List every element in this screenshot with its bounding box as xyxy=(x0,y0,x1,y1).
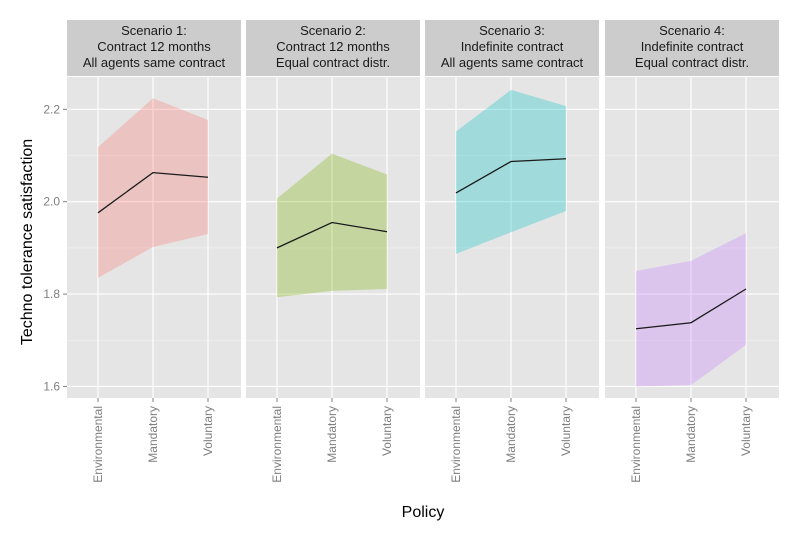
strip-label-line: Contract 12 months xyxy=(276,39,390,54)
x-tick-label: Voluntary xyxy=(559,406,573,456)
mean-line xyxy=(97,171,209,214)
y-tick-label: 1.8 xyxy=(43,287,60,301)
x-tick-label: Mandatory xyxy=(504,406,518,463)
strip-label-line: Indefinite contract xyxy=(461,39,564,54)
mean-line xyxy=(455,158,567,194)
strip-label-line: Scenario 2: xyxy=(300,23,366,38)
mean-line xyxy=(276,221,388,249)
strip-label-line: Equal contract distr. xyxy=(635,55,749,70)
strip-background xyxy=(67,20,241,76)
mean-line xyxy=(635,288,747,330)
y-tick-label: 2.0 xyxy=(43,195,60,209)
confidence-ribbon xyxy=(98,98,208,278)
x-axis-ticks: Environmental Mandatory Voluntary Environme… xyxy=(91,398,753,483)
panel-background xyxy=(605,77,779,398)
x-tick-label: Environmental xyxy=(91,406,105,483)
y-axis-title: Techno tolerance satisfaction xyxy=(19,139,36,345)
panel-background xyxy=(425,77,599,398)
y-tick-label: 1.6 xyxy=(43,379,60,393)
strip-label-line: All agents same contract xyxy=(441,55,584,70)
panel-background xyxy=(246,77,420,398)
strip-label-line: Scenario 4: xyxy=(659,23,725,38)
y-tick-label: 2.2 xyxy=(43,102,60,116)
x-tick-label: Mandatory xyxy=(146,406,160,463)
strip-label-line: Scenario 3: xyxy=(479,23,545,38)
strip-background xyxy=(246,20,420,76)
strip-background xyxy=(425,20,599,76)
strip-label-line: Indefinite contract xyxy=(641,39,744,54)
x-tick-label: Environmental xyxy=(449,406,463,483)
x-tick-label: Voluntary xyxy=(201,406,215,456)
strip-label-line: Scenario 1: xyxy=(121,23,187,38)
confidence-ribbon xyxy=(456,89,566,254)
x-tick-label: Mandatory xyxy=(325,406,339,463)
confidence-ribbon xyxy=(277,153,387,298)
strip-label-line: Equal contract distr. xyxy=(276,55,390,70)
strip-label-line: All agents same contract xyxy=(83,55,226,70)
x-tick-label: Environmental xyxy=(629,406,643,483)
x-axis-title: Policy xyxy=(402,504,445,521)
panel-background xyxy=(67,77,241,398)
confidence-ribbon xyxy=(636,233,746,387)
strip-label-line: Contract 12 months xyxy=(97,39,211,54)
x-tick-label: Voluntary xyxy=(380,406,394,456)
y-axis-ticks: 1.6 1.8 2.0 2.2 xyxy=(43,102,67,393)
x-tick-label: Voluntary xyxy=(739,406,753,456)
strip-background xyxy=(605,20,779,76)
x-tick-label: Environmental xyxy=(270,406,284,483)
x-tick-label: Mandatory xyxy=(684,406,698,463)
